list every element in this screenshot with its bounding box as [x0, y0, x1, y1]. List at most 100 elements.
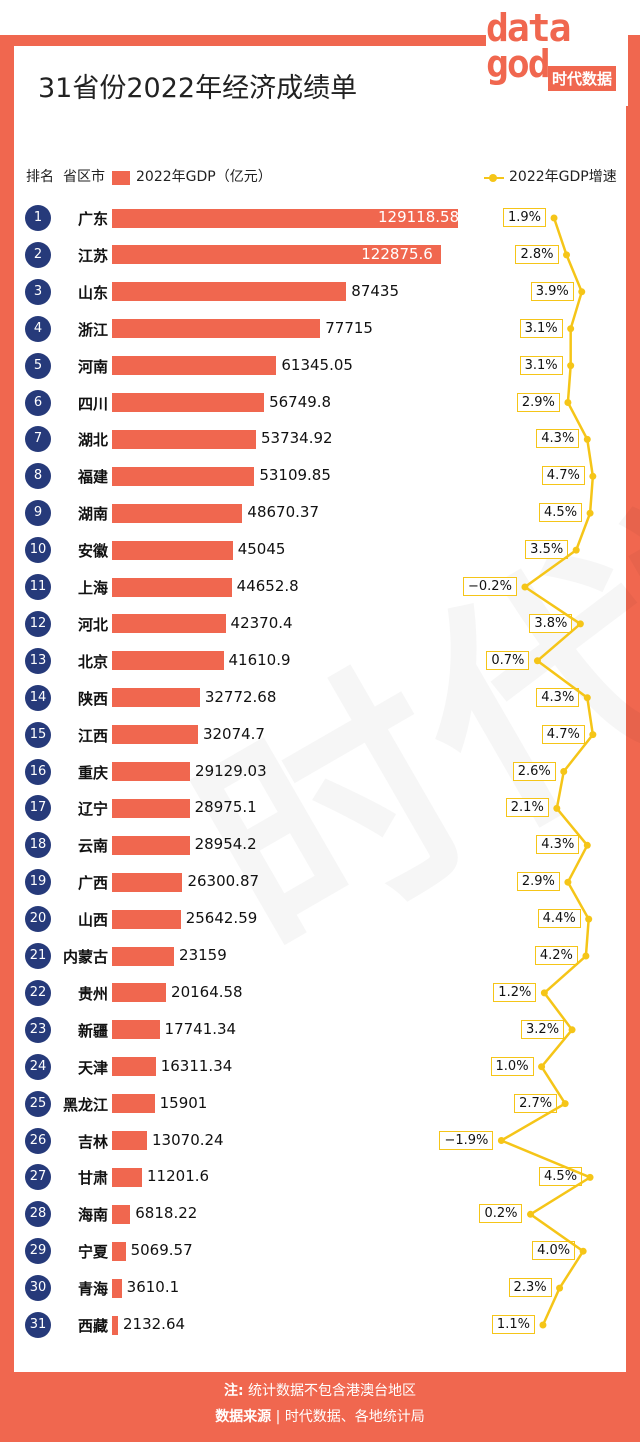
growth-point: [538, 1063, 546, 1071]
growth-value-label: 4.2%: [534, 946, 578, 965]
gdp-bar: [112, 208, 458, 228]
rank-badge: 29: [25, 1238, 51, 1265]
rank-badge: 9: [25, 500, 51, 527]
growth-value-label: 4.7%: [541, 724, 585, 744]
growth-point: [564, 878, 572, 886]
growth-value-label: 2.8%: [515, 244, 559, 264]
growth-point: [539, 1321, 547, 1329]
gdp-value-label: 122875.6: [361, 244, 433, 263]
gdp-value-label: 129118.58: [378, 208, 460, 226]
growth-value-label: 0.2%: [479, 1204, 523, 1224]
province-label: 广东: [77, 210, 108, 228]
left-border: [0, 35, 14, 1442]
growth-point: [589, 731, 597, 739]
province-label: 西藏: [77, 1317, 108, 1335]
growth-value-label: 3.5%: [525, 540, 569, 560]
growth-point: [553, 804, 561, 812]
rank-badge: 8: [25, 463, 51, 490]
source-label: 数据来源: [215, 1409, 272, 1425]
rank-badge: 2: [25, 241, 51, 268]
growth-value-label: 2.6%: [512, 761, 556, 781]
gdp-bar: [112, 762, 191, 781]
growth-point: [521, 583, 529, 591]
growth-point: [586, 509, 594, 517]
growth-point: [564, 399, 572, 406]
growth-value-label: 4.3%: [536, 835, 580, 855]
growth-value-label: 4.3%: [536, 687, 580, 707]
footer-note-line: 注: 统计数据不包含港澳台地区: [0, 1380, 640, 1400]
gdp-bar: [112, 614, 226, 634]
province-label: 福建: [77, 468, 108, 487]
growth-value-label: 2.9%: [516, 872, 560, 892]
gdp-value-label: 2132.64: [123, 1315, 186, 1333]
growth-value-label: 1.9%: [503, 208, 547, 227]
gdp-value-label: 26300.87: [187, 872, 260, 891]
growth-value-label: 1.2%: [493, 982, 537, 1002]
rank-badge: 17: [25, 795, 51, 822]
gdp-bar: [112, 983, 167, 1003]
growth-point: [497, 1137, 505, 1144]
rank-badge: 30: [25, 1275, 51, 1302]
gdp-bar: [112, 577, 232, 597]
rank-badge: 10: [25, 537, 51, 564]
gdp-bar: [112, 1167, 143, 1187]
gdp-value-label: 23159: [179, 946, 227, 964]
province-label: 海南: [77, 1206, 108, 1225]
province-label: 宁夏: [77, 1243, 108, 1262]
growth-value-label: 4.3%: [536, 429, 580, 449]
gdp-bar: [112, 946, 175, 966]
gdp-value-label: 32772.68: [204, 687, 277, 706]
province-label: 北京: [77, 652, 108, 671]
growth-point: [526, 1210, 534, 1218]
growth-point: [582, 952, 590, 960]
gdp-value-label: 53734.92: [260, 429, 333, 448]
growth-point: [560, 768, 568, 775]
rank-badge: 31: [25, 1312, 51, 1338]
note-text: 统计数据不包含港澳台地区: [248, 1383, 417, 1399]
growth-point: [589, 472, 597, 480]
growth-point: [567, 362, 575, 370]
province-label: 山东: [77, 283, 108, 302]
growth-value-label: 3.9%: [530, 281, 574, 301]
gdp-bar: [112, 835, 190, 855]
growth-value-label: 1.0%: [490, 1056, 534, 1076]
province-label: 天津: [77, 1058, 108, 1077]
gdp-bar: [112, 872, 183, 892]
gdp-value-label: 6818.22: [135, 1204, 198, 1223]
rank-badge: 6: [25, 389, 51, 416]
rank-badge: 27: [25, 1164, 51, 1191]
gdp-value-label: 25642.59: [185, 909, 258, 928]
growth-point: [576, 620, 584, 628]
gdp-value-label: 32074.7: [202, 724, 265, 743]
logo-word-data: data: [486, 6, 572, 50]
growth-value-label: −1.9%: [439, 1130, 494, 1150]
gdp-bar: [112, 651, 224, 671]
gdp-bar: [112, 1204, 131, 1224]
growth-point: [583, 435, 591, 443]
rank-header: 排名: [26, 169, 54, 185]
growth-value-label: 4.7%: [541, 466, 585, 486]
province-label: 新疆: [77, 1021, 108, 1040]
gdp-value-label: 56749.8: [269, 392, 332, 411]
growth-value-label: 3.8%: [529, 613, 573, 633]
gdp-bar: [112, 1315, 118, 1335]
growth-point: [583, 841, 591, 849]
gdp-value-label: 16311.34: [160, 1056, 233, 1075]
rank-badge: 12: [25, 610, 51, 637]
province-label: 甘肃: [77, 1169, 108, 1188]
province-label: 陕西: [77, 689, 108, 708]
province-label: 河北: [77, 615, 108, 634]
province-label: 山西: [77, 911, 108, 930]
gdp-legend-swatch: [112, 171, 130, 185]
province-label: 云南: [77, 837, 108, 856]
brand-logo: data god 时代数据: [486, 8, 628, 106]
province-label: 江苏: [77, 246, 108, 265]
source-text: 时代数据、各地统计局: [284, 1409, 425, 1425]
gdp-bar: [112, 1094, 155, 1114]
province-label: 江西: [77, 726, 108, 745]
top-border: [0, 35, 640, 46]
gdp-value-label: 17741.34: [164, 1019, 237, 1038]
rank-badge: 23: [25, 1016, 51, 1043]
province-label: 湖南: [77, 505, 108, 524]
